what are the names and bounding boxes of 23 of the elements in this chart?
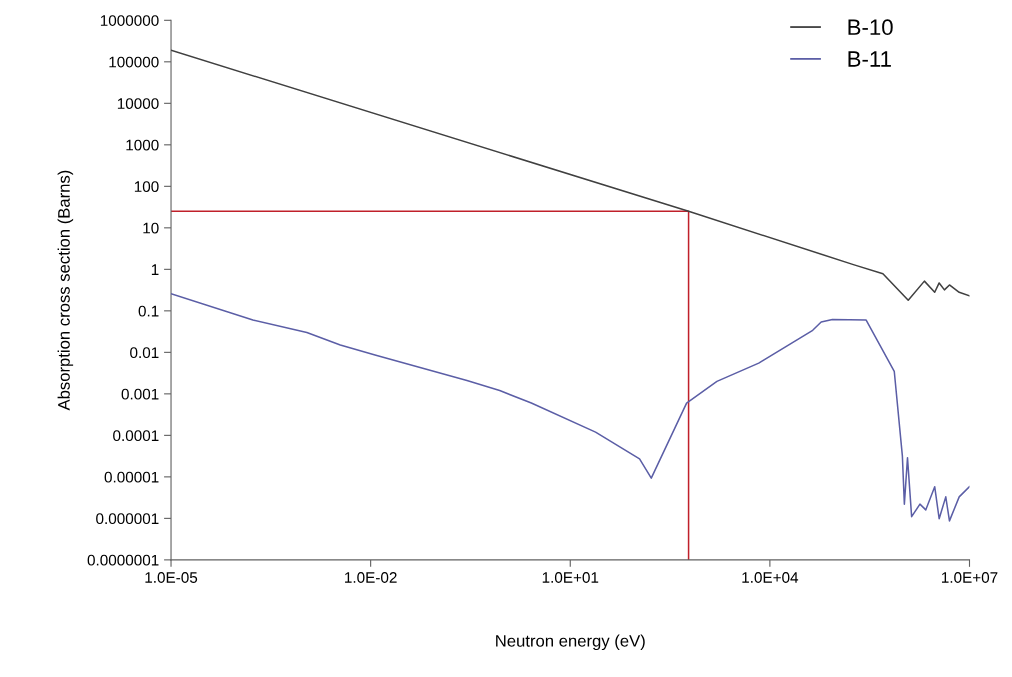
y-tick-label: 100000: [109, 56, 159, 68]
x-tick-label: 1.0E+07: [941, 572, 998, 583]
x-tick-label: 1.0E-02: [345, 572, 397, 583]
y-tick-label: 0.0001: [113, 430, 159, 442]
x-tick-label: 1.0E-05: [145, 572, 198, 583]
y-tick-label: 10: [143, 222, 159, 234]
y-tick-label: 0.001: [121, 388, 159, 400]
y-tick-label: 1: [151, 264, 159, 275]
y-tick-label: 10000: [117, 98, 159, 110]
y-tick-label: 1000000: [100, 15, 159, 26]
y-axis-title: Absorption cross section (Barns): [57, 170, 74, 411]
x-tick-label: 1.0E+01: [542, 572, 599, 583]
y-tick-label: 0.01: [130, 347, 159, 359]
y-tick-label: 0.0000001: [87, 554, 159, 566]
y-tick-label: 1000: [126, 139, 159, 151]
y-tick-label: 0.1: [138, 305, 159, 317]
legend-label: B-11: [848, 51, 891, 67]
legend-label: B-10: [848, 19, 893, 36]
x-tick-label: 1.0E+04: [742, 572, 799, 583]
y-tick-label: 0.000001: [96, 513, 159, 525]
x-axis-title: Neutron energy (eV): [496, 634, 645, 651]
y-tick-label: 100: [134, 181, 159, 193]
y-tick-label: 0.00001: [104, 471, 159, 483]
